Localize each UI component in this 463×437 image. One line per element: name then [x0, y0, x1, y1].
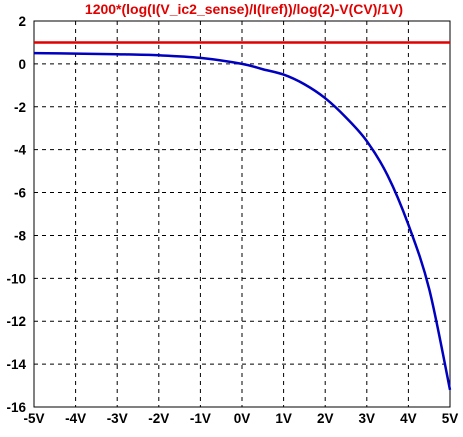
x-tick-label: 4V	[400, 411, 417, 426]
plot-frame	[33, 20, 451, 408]
x-tick-label: 0V	[234, 411, 251, 426]
tick-labels: -5V -4V -3V -2V -1V 0V 1V 2V 3V 4V 5V 2 0 -2 -4 -6 -8 -10…	[6, 14, 458, 426]
y-tick-label: -6	[14, 186, 26, 201]
series-line-1	[33, 51, 452, 391]
y-tick-label: -8	[14, 228, 26, 243]
y-tick-label: -16	[6, 400, 26, 415]
y-tick-label: -12	[6, 314, 26, 329]
x-tick-label: -4V	[65, 411, 86, 426]
series-layer	[33, 41, 452, 391]
x-tick-label: -5V	[23, 411, 44, 426]
y-tick-label: 2	[18, 14, 26, 29]
y-tick-label: -14	[6, 357, 26, 372]
y-tick-label: -2	[14, 100, 26, 115]
grid	[34, 21, 450, 407]
x-tick-label: 3V	[359, 411, 376, 426]
x-tick-label: 5V	[442, 411, 459, 426]
y-tick-label: -10	[6, 271, 26, 286]
x-tick-label: -2V	[148, 411, 169, 426]
chart-title: 1200*(log(I(V_ic2_sense)/I(Iref))/log(2)…	[85, 1, 403, 17]
y-tick-label: -4	[14, 143, 26, 158]
x-tick-label: -1V	[190, 411, 211, 426]
x-tick-label: 1V	[275, 411, 292, 426]
y-tick-label: 0	[18, 57, 26, 72]
x-tick-label: 2V	[317, 411, 334, 426]
x-tick-label: -3V	[107, 411, 128, 426]
